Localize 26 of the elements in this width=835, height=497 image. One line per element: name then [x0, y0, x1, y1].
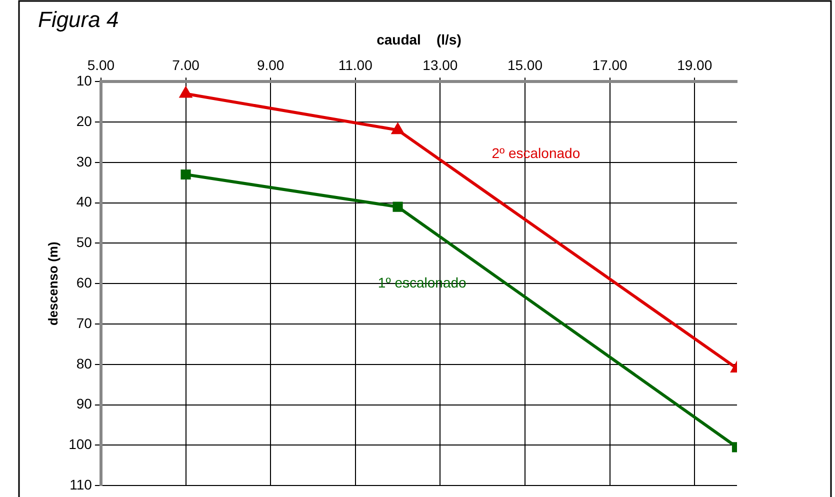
y-tick-label: 80	[76, 355, 92, 372]
x-axis-title: caudal (l/s)	[376, 31, 462, 48]
x-tick-label: 15.00	[507, 57, 543, 74]
point	[180, 169, 191, 180]
x-tick-label: 9.00	[256, 57, 284, 74]
y-tick-label: 90	[76, 396, 92, 412]
x-tick-label: 11.00	[338, 57, 373, 74]
y-tick-label: 20	[76, 112, 92, 129]
y-tick-label: 30	[76, 153, 92, 170]
x-tick-label: 19.00	[677, 57, 712, 74]
x-tick-label: 5.00	[87, 57, 115, 74]
y-axis-title: descenso (m)	[45, 242, 60, 326]
y-tick-label: 110	[70, 476, 92, 492]
chart-title: Figura 4	[38, 7, 119, 32]
x-tick-label: 13.00	[422, 57, 458, 74]
x-tick-label: 17.00	[592, 57, 628, 74]
y-tick-label: 100	[68, 436, 92, 452]
point	[392, 202, 403, 212]
y-tick-label: 50	[76, 234, 92, 250]
y-tick-label: 40	[76, 194, 92, 210]
y-tick-label: 70	[76, 314, 92, 331]
point	[180, 87, 192, 98]
y-tick-label: 60	[76, 274, 92, 290]
point	[392, 124, 404, 134]
y-tick-label: 10	[76, 72, 92, 88]
x-tick-label: 7.00	[172, 57, 200, 74]
